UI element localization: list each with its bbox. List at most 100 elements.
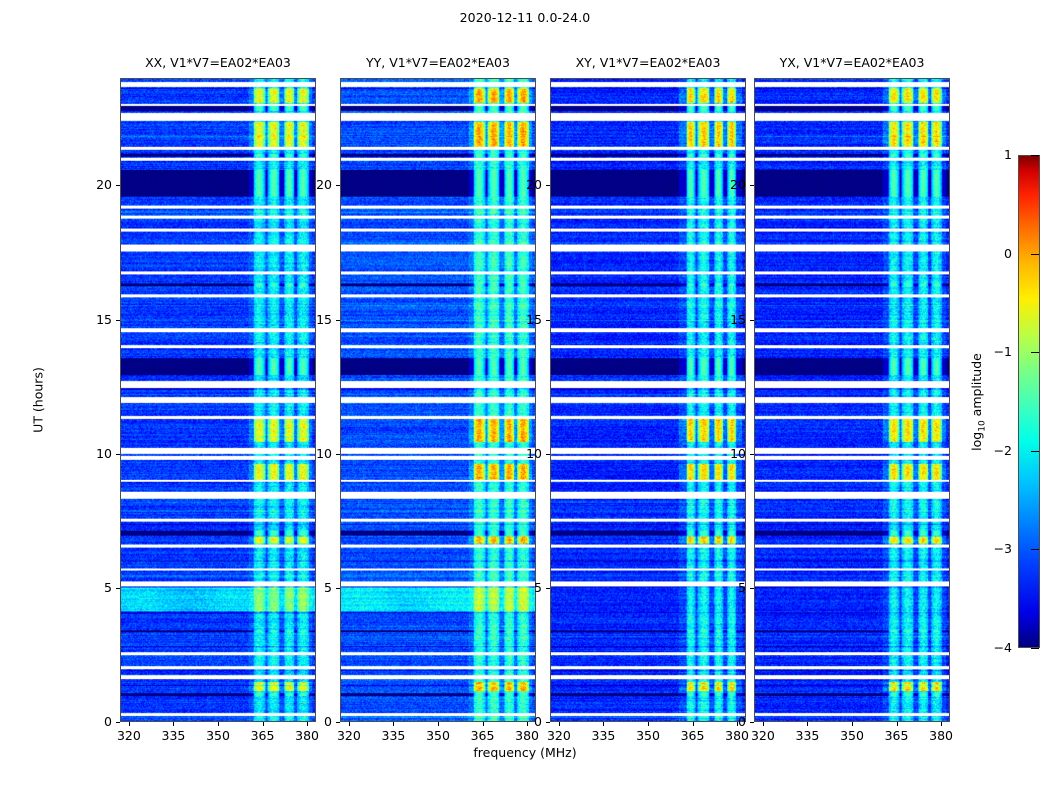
y-tick-mark	[546, 320, 550, 321]
x-tick-mark	[693, 722, 694, 726]
figure-title: 2020-12-11 0.0-24.0	[459, 10, 591, 25]
x-tick-mark	[483, 722, 484, 726]
y-tick-mark	[116, 722, 120, 723]
y-tick-mark	[750, 320, 754, 321]
y-tick-mark	[336, 722, 340, 723]
colorbar-tick-mark	[1031, 648, 1039, 649]
y-tick-mark	[546, 454, 550, 455]
x-tick-label: 350	[206, 728, 230, 743]
colorbar-tick-mark	[1031, 352, 1039, 353]
y-tick-label: 0	[324, 714, 332, 729]
x-tick-label: 320	[336, 728, 361, 743]
colorbar-tick-mark	[1031, 451, 1039, 452]
x-tick-label: 365	[250, 728, 275, 743]
x-tick-mark	[852, 722, 853, 726]
x-tick-mark	[307, 722, 308, 726]
x-tick-mark	[897, 722, 898, 726]
x-tick-mark	[941, 722, 942, 726]
colorbar-tick-label: −1	[993, 344, 1012, 360]
waterfall-image-yx	[755, 79, 949, 721]
x-tick-mark	[648, 722, 649, 726]
y-tick-label: 10	[730, 445, 746, 461]
x-tick-label: 335	[795, 728, 820, 743]
x-tick-mark	[807, 722, 808, 726]
colorbar-tick-mark	[1031, 549, 1039, 550]
x-tick-label: 380	[725, 728, 749, 743]
x-tick-label: 335	[591, 728, 616, 743]
y-tick-mark	[546, 722, 550, 723]
colorbar-tick-label: 1	[1004, 147, 1012, 162]
y-tick-label: 15	[316, 311, 332, 327]
y-tick-mark	[116, 320, 120, 321]
panel-title-xy: XY, V1*V7=EA02*EA03	[575, 55, 721, 70]
x-tick-label: 320	[116, 728, 141, 743]
y-tick-mark	[750, 588, 754, 589]
x-tick-label: 365	[884, 728, 909, 743]
spectrogram-panel-xx[interactable]	[120, 78, 316, 722]
y-tick-label: 20	[526, 177, 542, 193]
x-tick-mark	[393, 722, 394, 726]
colorbar[interactable]	[1018, 155, 1040, 648]
x-tick-label: 320	[546, 728, 571, 743]
panel-title-yy: YY, V1*V7=EA02*EA03	[366, 55, 510, 70]
x-tick-label: 380	[295, 728, 319, 743]
colorbar-tick-label: −4	[993, 640, 1012, 655]
y-tick-mark	[546, 185, 550, 186]
x-tick-label: 380	[515, 728, 539, 743]
y-tick-label: 5	[104, 579, 112, 595]
y-tick-label: 15	[730, 311, 746, 327]
y-tick-mark	[116, 454, 120, 455]
y-tick-label: 15	[526, 311, 542, 327]
colorbar-tick-mark	[1031, 155, 1039, 156]
y-tick-label: 10	[526, 445, 542, 461]
y-tick-mark	[116, 588, 120, 589]
y-tick-label: 5	[534, 579, 542, 595]
x-axis-label: frequency (MHz)	[473, 745, 577, 760]
colorbar-tick-mark	[1031, 254, 1039, 255]
waterfall-image-yy	[341, 79, 535, 721]
y-tick-label: 20	[96, 177, 112, 193]
x-tick-mark	[603, 722, 604, 726]
y-tick-mark	[336, 454, 340, 455]
x-tick-label: 350	[426, 728, 450, 743]
x-tick-mark	[763, 722, 764, 726]
x-tick-label: 365	[680, 728, 705, 743]
x-tick-label: 350	[840, 728, 864, 743]
colorbar-tick-label: 0	[1004, 245, 1012, 261]
spectrogram-panel-yy[interactable]	[340, 78, 536, 722]
spectrogram-panel-yx[interactable]	[754, 78, 950, 722]
x-tick-mark	[218, 722, 219, 726]
y-tick-label: 15	[96, 311, 112, 327]
y-tick-label: 10	[316, 445, 332, 461]
spectrogram-panel-xy[interactable]	[550, 78, 746, 722]
x-tick-label: 320	[750, 728, 775, 743]
panel-title-xx: XX, V1*V7=EA02*EA03	[145, 55, 291, 70]
y-tick-mark	[546, 588, 550, 589]
colorbar-tick-label: −3	[993, 541, 1012, 557]
x-tick-label: 335	[161, 728, 186, 743]
x-tick-mark	[263, 722, 264, 726]
x-tick-mark	[173, 722, 174, 726]
y-tick-mark	[336, 588, 340, 589]
panel-title-yx: YX, V1*V7=EA02*EA03	[779, 55, 925, 70]
x-tick-mark	[129, 722, 130, 726]
waterfall-image-xx	[121, 79, 315, 721]
y-tick-mark	[336, 320, 340, 321]
y-tick-mark	[116, 185, 120, 186]
y-tick-label: 20	[730, 177, 746, 193]
colorbar-label: log10 amplitude	[969, 353, 988, 451]
colorbar-tick-label: −2	[993, 442, 1012, 458]
x-tick-label: 350	[636, 728, 660, 743]
y-tick-mark	[750, 722, 754, 723]
x-tick-mark	[527, 722, 528, 726]
waterfall-image-xy	[551, 79, 745, 721]
x-tick-mark	[349, 722, 350, 726]
x-tick-mark	[438, 722, 439, 726]
x-tick-mark	[559, 722, 560, 726]
x-tick-label: 380	[929, 728, 953, 743]
y-tick-mark	[750, 185, 754, 186]
x-tick-label: 335	[381, 728, 406, 743]
y-tick-label: 0	[104, 714, 112, 729]
y-tick-label: 10	[96, 445, 112, 461]
